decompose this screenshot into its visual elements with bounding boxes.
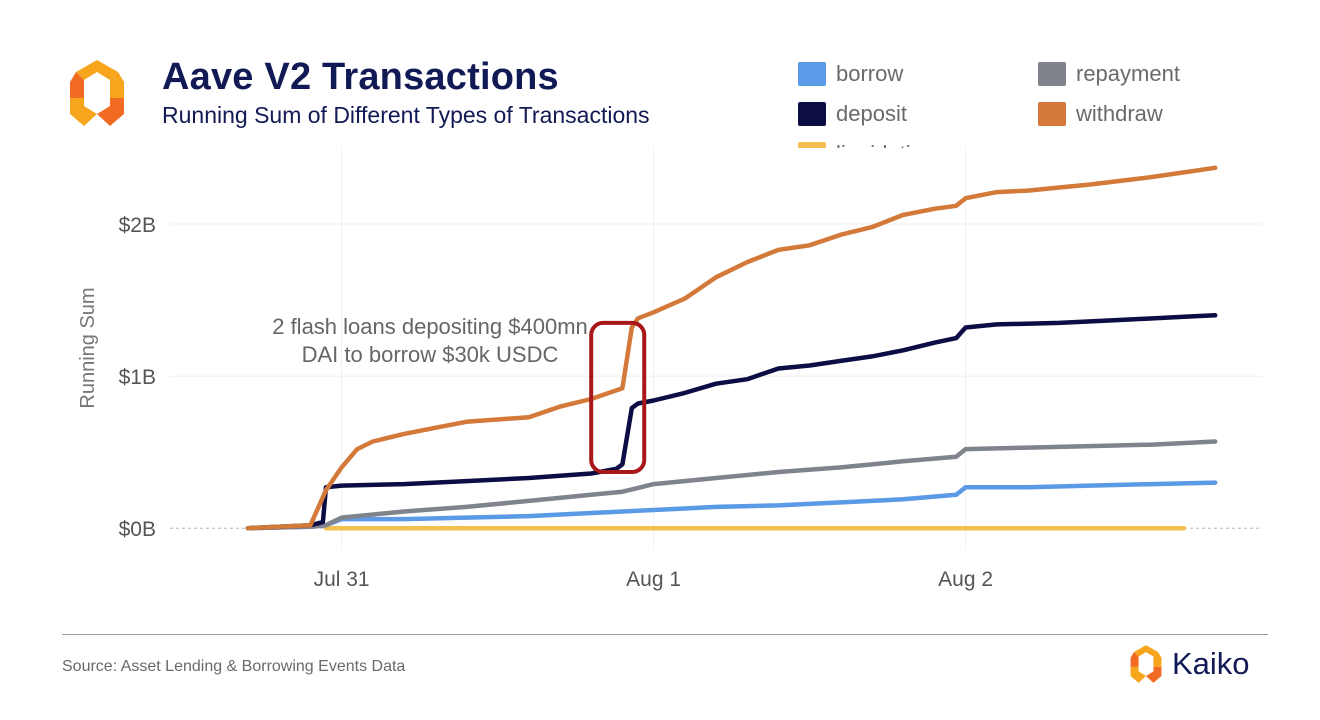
legend-label-withdraw: withdraw (1076, 101, 1163, 126)
chart-title: Aave V2 Transactions (162, 56, 559, 98)
legend-swatch-repayment (1038, 62, 1066, 86)
source-note: Source: Asset Lending & Borrowing Events… (62, 658, 406, 675)
x-tick-label: Aug 1 (626, 568, 681, 591)
legend-swatch-deposit (798, 102, 826, 126)
series-line-repayment (245, 439, 1218, 531)
legend-item-deposit: deposit (798, 100, 907, 128)
y-tick-label: $0B (119, 518, 156, 541)
legend-item-withdraw: withdraw (1038, 100, 1163, 128)
y-axis-label: Running Sum (77, 287, 99, 408)
plot-area (170, 148, 1262, 548)
x-tick-label: Aug 2 (938, 568, 993, 591)
legend-item-borrow: borrow (798, 60, 903, 88)
footer-divider (62, 634, 1268, 635)
legend-label-borrow: borrow (836, 61, 904, 86)
brand-name: Kaiko (1172, 646, 1250, 681)
series-line-withdraw (245, 165, 1218, 531)
annotation-text-line: DAI to borrow $30k USDC (302, 342, 559, 367)
kaiko-brand-icon (1130, 645, 1162, 683)
legend-swatch-borrow (798, 62, 826, 86)
chart-subtitle: Running Sum of Different Types of Transa… (162, 102, 650, 128)
legend-swatch-withdraw (1038, 102, 1066, 126)
annotation-text-line: 2 flash loans depositing $400mn (272, 314, 588, 339)
series-line-borrow (245, 480, 1218, 531)
y-tick-label: $1B (119, 366, 156, 389)
y-tick-label: $2B (119, 214, 156, 237)
series-line-deposit (245, 313, 1218, 531)
legend-label-deposit: deposit (836, 101, 907, 126)
brand-logo: Kaiko (1126, 644, 1250, 684)
x-tick-label: Jul 31 (314, 568, 370, 591)
line-chart: Jul 31 Aug 1 Aug 2 $0B $1B $2B Running Sum 2 fl… (77, 148, 1262, 591)
legend-label-repayment: repayment (1076, 61, 1180, 86)
flash-loan-highlight-box (589, 320, 647, 474)
kaiko-logo-icon (70, 60, 124, 126)
legend-item-repayment: repayment (1038, 60, 1180, 88)
